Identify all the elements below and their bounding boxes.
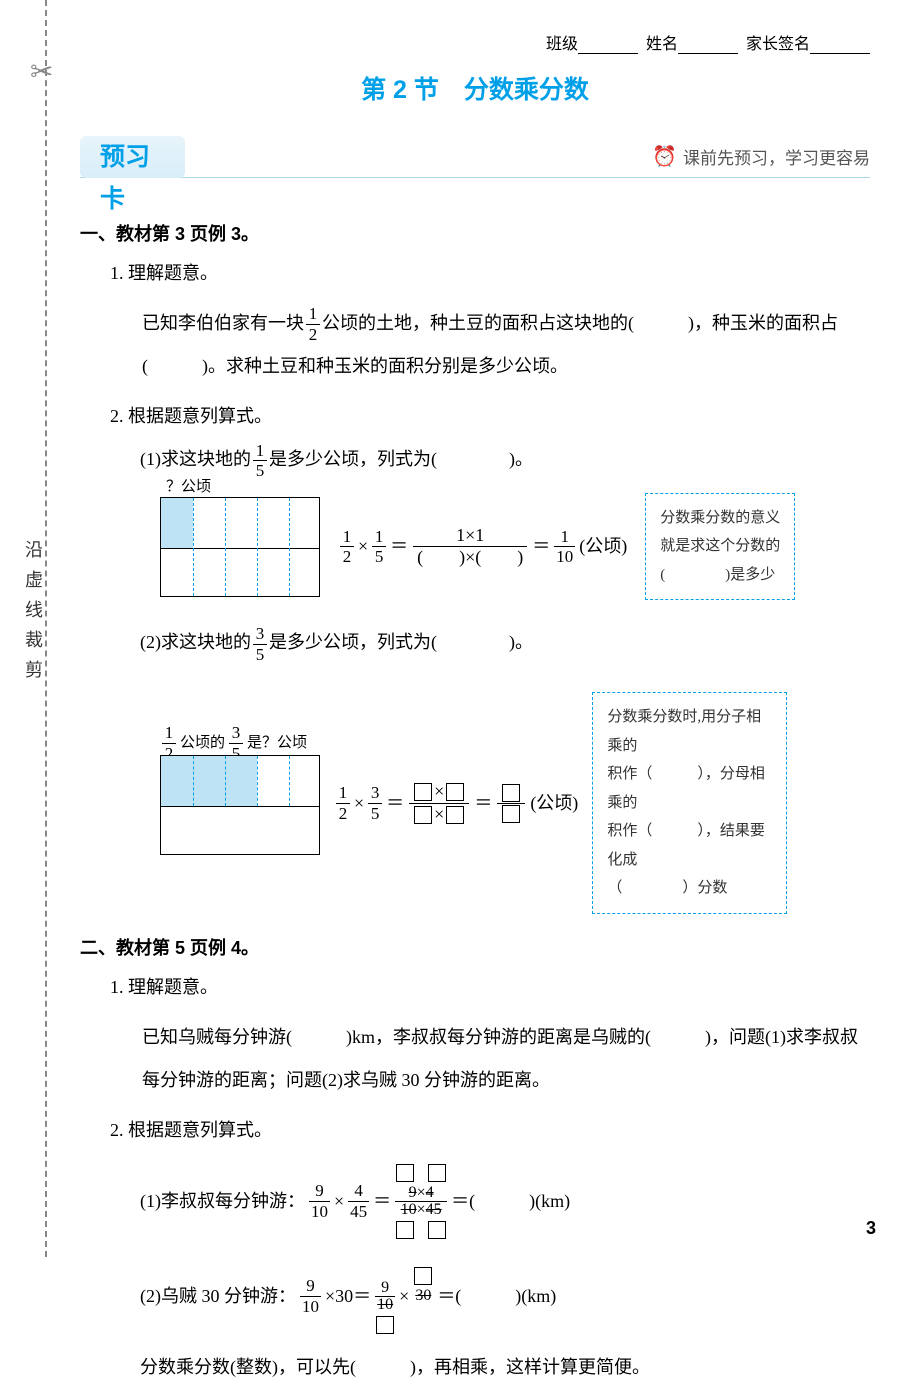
banner-label: 预习卡 <box>80 136 185 178</box>
s2-eq-b: (2)乌贼 30 分钟游： 910 ×30＝ 9 10 × 30 ＝( )(km… <box>140 1258 870 1335</box>
s2-item2: 2. 根据题意列算式。 <box>110 1116 870 1145</box>
s1-item2: 2. 根据题意列算式。 <box>110 402 870 431</box>
diagram-row-1: ？公顷 12 × 15 ＝ 1×1( )×( ) ＝ 110 (公顷) <box>160 493 870 601</box>
cut-instruction: 沿虚线裁剪 <box>20 540 46 690</box>
area-diagram-1: ？公顷 <box>160 497 320 597</box>
s2-conclusion: 分数乘分数(整数)，可以先( )，再相乘，这样计算更简便。 <box>140 1353 870 1382</box>
section-2-heading: 二、教材第 5 页例 4。 <box>80 934 870 963</box>
s1-2b: (2)求这块地的35是多少公顷，列式为( )。 <box>140 624 870 664</box>
frac-half: 12 <box>306 304 320 344</box>
cancel-frac-a[interactable]: 9×4 10×45 <box>395 1163 447 1240</box>
note-box-2: 分数乘分数时,用分子相乘的 积作（ ），分母相乘的 积作（ ），结果要化成 （ … <box>592 692 787 914</box>
equation-1: 12 × 15 ＝ 1×1( )×( ) ＝ 110 (公顷) <box>338 525 627 569</box>
name-label: 姓名 <box>646 30 738 54</box>
cancel-30[interactable]: 30 <box>413 1266 433 1326</box>
cancel-frac-b[interactable]: 9 10 <box>375 1258 395 1335</box>
s1-item1: 1. 理解题意。 <box>110 259 870 288</box>
sign-blank[interactable] <box>810 36 870 54</box>
preview-banner: 预习卡 ⏰ 课前先预习，学习更容易 <box>80 136 870 178</box>
page-title: 第 2 节 分数乘分数 <box>80 70 870 106</box>
sign-label: 家长签名 <box>746 30 870 54</box>
equation-2: 12 × 35 ＝ × × ＝ (公顷) <box>334 781 578 825</box>
section-1-heading: 一、教材第 3 页例 3。 <box>80 220 870 249</box>
banner-underline <box>80 177 870 178</box>
fill-boxes-1[interactable]: × × <box>409 781 469 825</box>
page-number: 3 <box>866 1218 876 1239</box>
frac-3-5: 35 <box>253 624 267 664</box>
fill-frac-1[interactable]: 1×1( )×( ) <box>413 525 527 569</box>
s2-item1-body: 已知乌贼每分钟游( )km，李叔叔每分钟游的距离是乌贼的( )，问题(1)求李叔… <box>142 1016 870 1102</box>
s2-eq-a: (1)李叔叔每分钟游： 910 × 445 ＝ 9×4 10×45 ＝( )(k… <box>140 1163 870 1240</box>
note-box-1: 分数乘分数的意义 就是求这个分数的 ( )是多少 <box>645 493 795 601</box>
scissors-icon: ✂ <box>30 55 53 89</box>
clock-icon: ⏰ <box>652 144 677 169</box>
area-diagram-2: 12公顷的35是？公顷 <box>160 751 320 855</box>
diagram-row-2: 12公顷的35是？公顷 12 × 35 ＝ × × <box>160 692 870 914</box>
class-label: 班级 <box>546 30 638 54</box>
worksheet-page: 班级 姓名 家长签名 第 2 节 分数乘分数 预习卡 ⏰ 课前先预习，学习更容易… <box>80 30 870 1390</box>
qmark-label: ？公顷 <box>166 475 211 499</box>
content-body: 一、教材第 3 页例 3。 1. 理解题意。 已知李伯伯家有一块12公顷的土地，… <box>80 178 870 1382</box>
name-blank[interactable] <box>678 36 738 54</box>
s2-item1: 1. 理解题意。 <box>110 973 870 1002</box>
s1-2a: (1)求这块地的15是多少公顷，列式为( )。 <box>140 441 870 481</box>
header-fields: 班级 姓名 家长签名 <box>80 30 870 54</box>
banner-subtitle: ⏰ 课前先预习，学习更容易 <box>652 144 870 169</box>
class-blank[interactable] <box>578 36 638 54</box>
frac-1-5: 15 <box>253 441 267 481</box>
fill-boxes-2[interactable] <box>497 783 525 824</box>
s1-item1-body: 已知李伯伯家有一块12公顷的土地，种土豆的面积占这块地的( )，种玉米的面积占(… <box>142 302 870 388</box>
